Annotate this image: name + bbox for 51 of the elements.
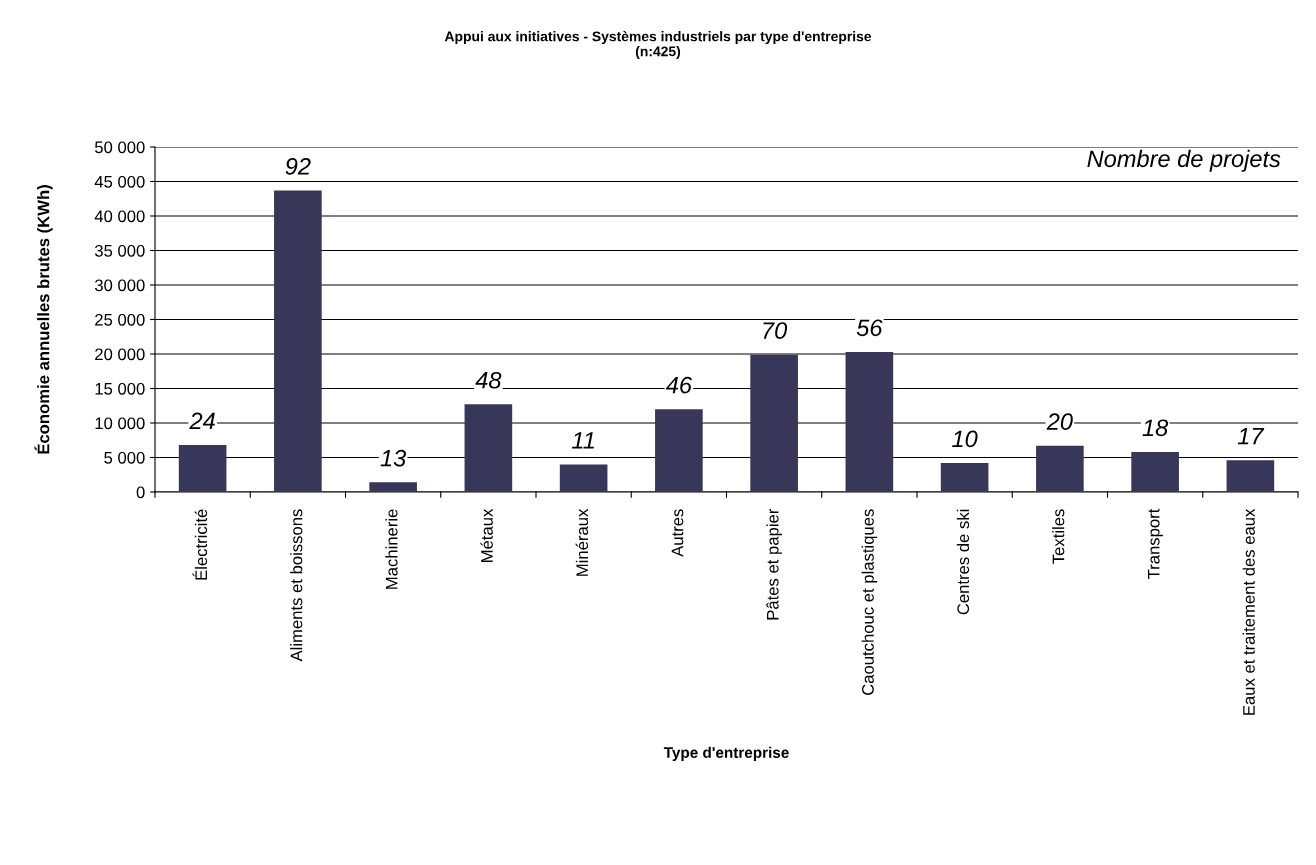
bar xyxy=(845,351,894,492)
x-tick-label: Électricité xyxy=(192,509,208,580)
x-tick-label: Caoutchouc et plastiques xyxy=(861,509,878,695)
annotation: 56 xyxy=(856,319,883,337)
x-tick-label: Minéraux xyxy=(575,508,589,576)
bar xyxy=(940,463,989,492)
y-tick-label: 50 000 xyxy=(94,141,145,154)
y-axis-title: Économie annuelles brutes (KWh) xyxy=(34,185,53,454)
annotation: 13 xyxy=(380,449,407,467)
y-tick-label: 10 000 xyxy=(95,417,145,430)
annotation: Nombre de projets xyxy=(1087,149,1281,172)
x-tick-label: Autres xyxy=(671,509,684,557)
x-tick-label: Pâtes et papier xyxy=(766,508,782,620)
x-tick-label: Métaux xyxy=(480,508,493,562)
annotation: 20 xyxy=(1046,413,1073,430)
y-tick-label: 25 000 xyxy=(95,313,145,326)
bar xyxy=(1131,451,1179,492)
bar xyxy=(559,464,608,492)
x-tick-label: Textiles xyxy=(1052,509,1065,564)
bar xyxy=(655,409,703,492)
annotation: 18 xyxy=(1142,419,1169,437)
x-tick-label: Centres de ski xyxy=(956,509,970,615)
x-tick-label: Machinerie xyxy=(385,509,398,589)
annotation: 70 xyxy=(763,322,788,339)
y-tick-label: 5 000 xyxy=(104,451,145,464)
bar xyxy=(178,445,227,492)
annotation: 92 xyxy=(285,157,311,175)
x-tick-label: Aliments et boissons xyxy=(290,509,303,662)
annotation: 17 xyxy=(1237,428,1265,445)
y-tick-label: 20 000 xyxy=(95,348,145,361)
x-axis-title: Type d'entreprise xyxy=(663,746,789,761)
y-tick-label: 40 000 xyxy=(94,210,145,223)
annotation: 10 xyxy=(952,430,978,448)
y-tick-label: 0 xyxy=(136,486,145,499)
y-tick-label: 30 000 xyxy=(94,279,145,292)
annotation: 48 xyxy=(475,371,502,389)
bar xyxy=(369,482,417,492)
bar xyxy=(750,354,798,492)
bar xyxy=(1226,460,1275,492)
y-tick-label: 45 000 xyxy=(94,175,145,188)
bar xyxy=(274,190,322,492)
annotation: 11 xyxy=(571,432,594,449)
y-tick-label: 35 000 xyxy=(94,244,145,257)
bar xyxy=(464,404,513,492)
x-tick-label: Transport xyxy=(1147,508,1163,579)
annotation: 24 xyxy=(189,412,215,430)
bar xyxy=(1036,445,1084,492)
x-tick-label: Eaux et traitement des eaux xyxy=(1242,508,1255,715)
y-tick-label: 15 000 xyxy=(95,382,145,395)
chart-title: Appui aux initiatives - Systèmes industriels par type d'entreprise (n:425) xyxy=(444,30,872,60)
annotation: 46 xyxy=(665,376,693,394)
